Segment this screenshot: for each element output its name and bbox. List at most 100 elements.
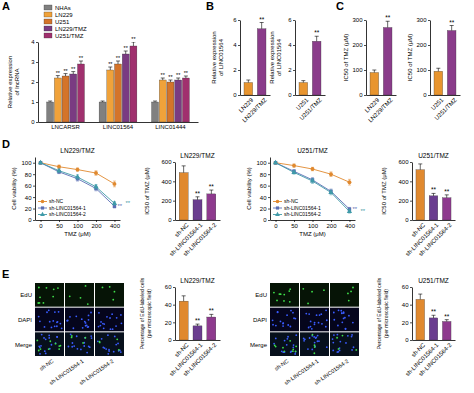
- error-bar: [311, 167, 314, 170]
- cell-nucleus: [288, 290, 290, 292]
- y-tick: 2: [288, 67, 295, 73]
- micrograph: [65, 332, 94, 356]
- y-axis-title: IC50 of TMZ (μM): [381, 167, 387, 214]
- tick-mark: [410, 201, 412, 202]
- legend-swatch: [44, 33, 52, 38]
- tick-mark: [410, 287, 412, 288]
- cell-nucleus: [107, 334, 109, 336]
- cell-nucleus: [318, 322, 320, 324]
- bar-chart: **0246LN229LN229/TMZRelative expressiono…: [206, 0, 271, 124]
- cell-nucleus: [321, 323, 323, 325]
- axis-line: [413, 220, 456, 221]
- cell-nucleus: [46, 311, 48, 313]
- error-bar: [76, 168, 79, 171]
- cell-nucleus: [353, 346, 355, 348]
- y-tick: 200: [398, 198, 412, 204]
- cell-nucleus: [48, 348, 50, 350]
- legend-label: sh-LINC01564-2: [49, 211, 86, 217]
- tick-label: 400: [345, 223, 356, 229]
- tick-label: 400: [161, 179, 172, 185]
- x-tick: U251/TMZ: [298, 95, 323, 121]
- cell-nucleus: [351, 349, 353, 351]
- tick-mark: [293, 45, 295, 46]
- legend-swatch: [276, 206, 279, 209]
- row-label: EdU: [20, 292, 32, 298]
- bar: [152, 102, 159, 122]
- y-axis-title: IC50 of TMZ (μM): [144, 167, 150, 214]
- bar-chart: ****0204060sh-NCsh-LINC01564-1sh-LINC015…: [376, 277, 455, 377]
- cell-nucleus: [339, 341, 341, 343]
- y-tick: 600: [161, 159, 175, 165]
- tick-label: 300: [416, 17, 427, 23]
- tick-label: sh-LINC01564-2: [417, 221, 453, 257]
- marker: [76, 168, 80, 172]
- error-bar: [246, 80, 250, 83]
- cell-nucleus: [337, 325, 339, 327]
- axis-line: [295, 21, 296, 96]
- tick-mark: [173, 305, 175, 306]
- plot-area: [416, 294, 451, 340]
- x-axis: sh-NCsh-LINC01564-1sh-LINC01564-2: [404, 340, 455, 377]
- cell-nucleus: [277, 311, 279, 313]
- tick-mark: [428, 70, 430, 71]
- cell-nucleus: [99, 325, 101, 327]
- cell-nucleus: [43, 337, 45, 339]
- significance: **: [360, 208, 365, 214]
- tick-label: 400: [398, 179, 409, 185]
- bar: [416, 299, 425, 340]
- cell-nucleus: [81, 318, 83, 320]
- cell-nucleus: [289, 340, 291, 342]
- error-bar: [64, 74, 68, 76]
- marker: [38, 160, 43, 165]
- series-line: [41, 163, 115, 204]
- y-axis-title: Cell viability (%): [246, 167, 252, 210]
- y-tick: 80: [25, 172, 35, 178]
- cell-nucleus: [40, 348, 42, 350]
- plot-area: [244, 23, 266, 96]
- tick-mark: [410, 305, 412, 306]
- panel-letter: D: [2, 138, 10, 150]
- error-bar: [101, 101, 105, 102]
- error-bar: [182, 296, 186, 301]
- error-bar: [329, 172, 332, 177]
- y-axis: 020406080100: [21, 158, 35, 224]
- legend: sh-NCsh-LINC01564-1sh-LINC01564-2: [38, 198, 86, 217]
- micrograph: [330, 308, 359, 332]
- tick-label: 100: [352, 67, 363, 73]
- cell-nucleus: [71, 346, 73, 348]
- axis-line: [36, 220, 121, 221]
- tick-mark: [349, 220, 350, 222]
- y-tick: 200: [352, 42, 366, 48]
- cell-nucleus: [45, 338, 47, 340]
- tick-mark: [173, 220, 175, 221]
- cell-nucleus: [347, 335, 349, 337]
- y-axis-title: of LINC01564: [218, 38, 224, 76]
- panel-letter: B: [206, 0, 214, 12]
- axis-line: [430, 21, 431, 96]
- cell-nucleus: [312, 334, 314, 336]
- bar-chart: ****0204060sh-NCsh-LINC01564-1sh-LINC015…: [139, 277, 220, 377]
- plot-area: [416, 164, 451, 220]
- significance: **: [161, 72, 166, 78]
- y-tick: 0: [405, 337, 412, 343]
- cell-nucleus: [56, 321, 58, 323]
- tick-label: 200: [161, 198, 172, 204]
- tick-mark: [173, 201, 175, 202]
- error-bar: [209, 314, 213, 317]
- plot-area: [299, 36, 321, 95]
- tick-mark: [313, 220, 314, 222]
- axis-line: [35, 158, 36, 221]
- tick-mark: [293, 70, 295, 71]
- cell-nucleus: [117, 343, 119, 345]
- tick-label: 50: [291, 223, 298, 229]
- cell-nucleus: [44, 326, 46, 328]
- tick-mark: [268, 220, 270, 221]
- significance: **: [117, 203, 122, 209]
- y-tick: 0: [359, 92, 366, 98]
- tick-label: LINC01444: [155, 124, 186, 130]
- x-tick: 50: [291, 220, 298, 229]
- error-bar: [315, 36, 319, 41]
- tick-label: 4: [233, 42, 237, 48]
- tick-mark: [173, 322, 175, 323]
- cell-nucleus: [343, 312, 345, 314]
